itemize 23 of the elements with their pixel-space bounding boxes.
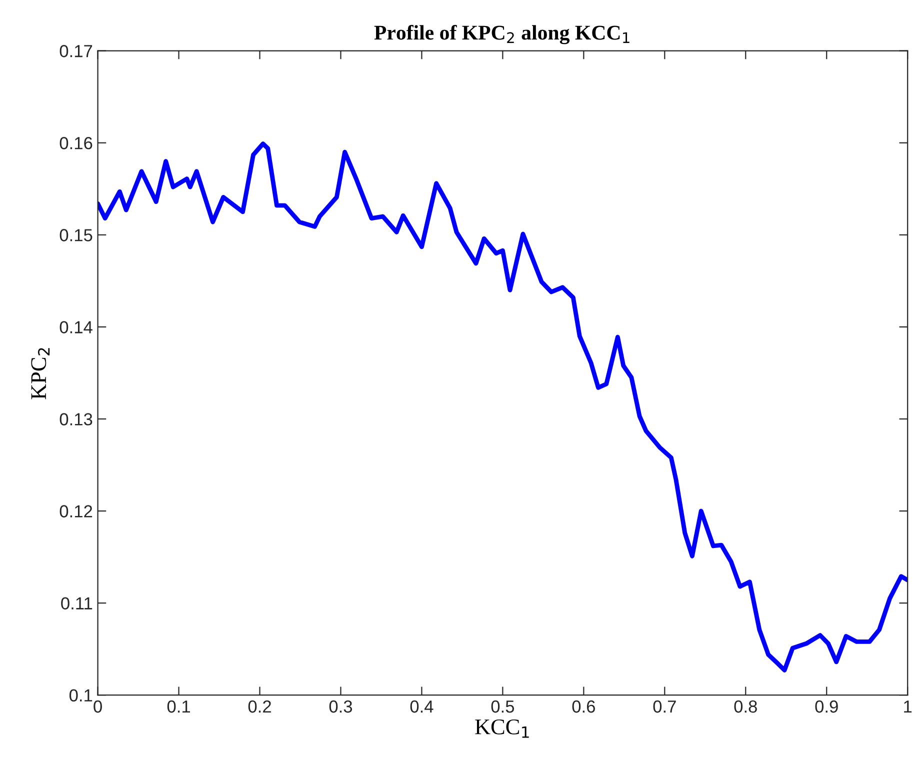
y-tick-label: 0.13: [60, 413, 92, 426]
x-tick-label: 0.4: [410, 700, 434, 713]
y-tick-label: 0.11: [61, 597, 92, 610]
y-tick-label: 0.14: [60, 321, 92, 334]
y-tick-label: 0.17: [60, 44, 92, 58]
x-tick-label: 0.5: [491, 700, 514, 713]
y-tick-label: 0.16: [60, 136, 92, 150]
x-axis-title: KCC$_{1}$: [475, 719, 529, 738]
y-axis-title: KPC$_{2}$: [31, 348, 50, 400]
x-tick-label: 0.1: [167, 700, 190, 713]
y-tick-label: 0.15: [60, 229, 92, 242]
x-tick-label: 0.7: [653, 700, 676, 713]
x-tick-label: 0.2: [248, 700, 271, 713]
x-tick-label: 0.3: [329, 700, 352, 713]
y-tick-label: 0.12: [60, 505, 92, 518]
chart-title: Profile of KPC$_{2}$ along KCC$_{1}$: [374, 24, 630, 44]
x-tick-label: 0.6: [572, 700, 595, 713]
x-tick-label: 0.8: [734, 700, 757, 713]
line-series: [98, 142, 908, 672]
y-tick-label: 0.1: [69, 689, 92, 702]
x-tick-label: 0: [94, 700, 102, 713]
x-tick-label: 0.9: [815, 700, 838, 713]
x-tick-label: 1: [904, 700, 912, 713]
